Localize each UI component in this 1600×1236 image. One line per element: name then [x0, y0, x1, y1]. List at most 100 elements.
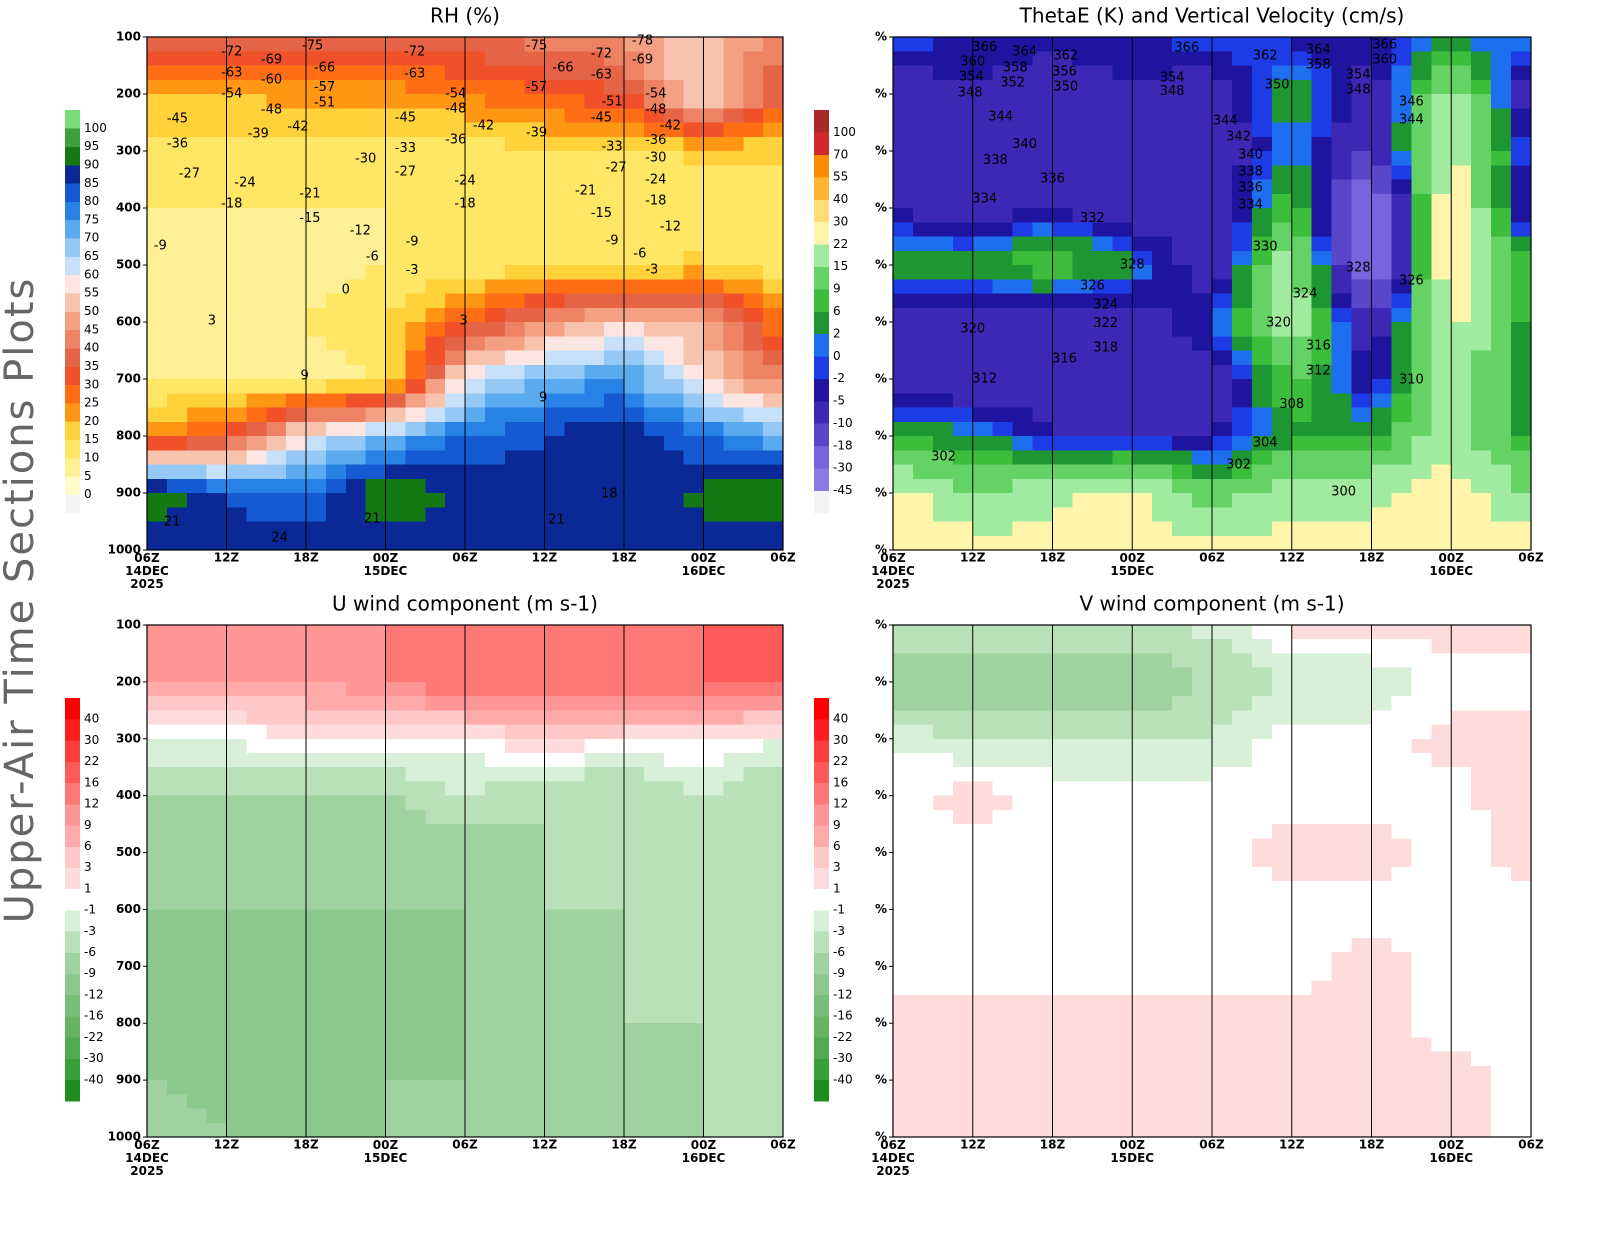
field-cell: [484, 265, 506, 280]
field-cell: [266, 379, 287, 394]
field-cell: [286, 795, 307, 811]
field-cell: [504, 738, 526, 754]
field-cell: [226, 625, 247, 640]
field-cell: [1092, 625, 1113, 640]
field-cell: [147, 94, 168, 109]
field-cell: [1511, 279, 1532, 295]
field-cell: [425, 250, 446, 266]
field-cell: [763, 753, 784, 768]
field-cell: [544, 222, 565, 238]
field-cell: [266, 639, 287, 655]
field-cell: [504, 436, 526, 451]
field-cell: [743, 493, 764, 508]
field-cell: [972, 193, 994, 209]
field-cell: [912, 710, 934, 726]
field-cell: [1391, 1122, 1412, 1138]
field-cell: [643, 436, 665, 451]
field-cell: [345, 507, 367, 523]
field-cell: [1371, 436, 1393, 451]
field-cell: [663, 151, 685, 166]
field-cell: [1331, 1051, 1353, 1067]
field-cell: [206, 1122, 228, 1138]
field-cell: [306, 923, 327, 939]
field-cell: [147, 681, 168, 697]
field-cell: [306, 980, 327, 996]
field-cell: [703, 108, 724, 124]
field-cell: [912, 909, 934, 925]
field-cell: [544, 79, 565, 95]
field-cell: [166, 738, 188, 754]
contour-label: -51: [314, 96, 335, 111]
field-cell: [1072, 65, 1093, 81]
field-cell: [1391, 1009, 1412, 1024]
field-cell: [663, 350, 685, 366]
field-cell: [912, 94, 934, 109]
field-cell: [1311, 909, 1333, 925]
field-cell: [893, 1094, 914, 1110]
field-cell: [992, 809, 1014, 825]
field-cell: [1451, 222, 1472, 238]
field-cell: [743, 1051, 764, 1067]
field-cell: [723, 681, 744, 697]
field-cell: [1052, 909, 1074, 925]
field-cell: [1271, 738, 1293, 754]
field-cell: [544, 681, 565, 697]
field-cell: [544, 250, 565, 266]
field-cell: [932, 151, 954, 166]
field-cell: [1072, 1037, 1093, 1053]
field-cell: [1351, 350, 1373, 366]
field-cell: [1072, 122, 1093, 138]
field-cell: [1431, 952, 1452, 967]
field-cell: [425, 421, 446, 437]
field-cell: [1271, 108, 1293, 124]
field-cell: [992, 179, 1014, 195]
contour-label: -54: [445, 87, 466, 102]
field-cell: [1012, 535, 1034, 551]
field-cell: [1491, 379, 1512, 394]
field-cell: [604, 493, 625, 508]
field-cell: [1251, 895, 1273, 911]
field-cell: [1012, 222, 1034, 238]
field-cell: [1172, 208, 1193, 223]
field-cell: [484, 208, 506, 223]
field-cell: [524, 379, 546, 394]
field-cell: [1032, 781, 1054, 797]
colorbar-swatch: [65, 183, 80, 202]
field-cell: [1391, 493, 1412, 508]
field-cell: [425, 94, 446, 109]
field-cell: [584, 923, 605, 939]
field-cell: [992, 653, 1014, 669]
field-cell: [1052, 507, 1074, 523]
x-tick-label: 18Z: [1359, 551, 1385, 565]
field-cell: [643, 753, 665, 768]
field-cell: [972, 696, 994, 711]
field-cell: [385, 51, 406, 67]
field-cell: [325, 966, 347, 982]
field-cell: [683, 236, 705, 252]
field-cell: [1331, 236, 1353, 252]
contour-label: 332: [1080, 211, 1105, 226]
field-cell: [1471, 1065, 1492, 1081]
field-cell: [1231, 350, 1253, 366]
field-cell: [1231, 724, 1253, 740]
field-cell: [1212, 450, 1233, 466]
field-cell: [1192, 795, 1213, 811]
field-cell: [1331, 881, 1353, 896]
field-cell: [1371, 937, 1393, 953]
field-cell: [893, 521, 914, 537]
field-cell: [604, 639, 625, 655]
field-cell: [1032, 436, 1054, 451]
field-cell: [1172, 1094, 1193, 1110]
field-cell: [1511, 1108, 1532, 1124]
field-cell: [345, 193, 367, 209]
y-tick-label: 700: [116, 959, 141, 973]
field-cell: [1112, 1009, 1133, 1024]
field-cell: [1271, 407, 1293, 423]
field: [893, 625, 1532, 1138]
field-cell: [972, 909, 994, 925]
field-cell: [1491, 421, 1512, 437]
field-cell: [1251, 1065, 1273, 1081]
field-cell: [286, 923, 307, 939]
field-cell: [524, 108, 546, 124]
field-cell: [504, 450, 526, 466]
